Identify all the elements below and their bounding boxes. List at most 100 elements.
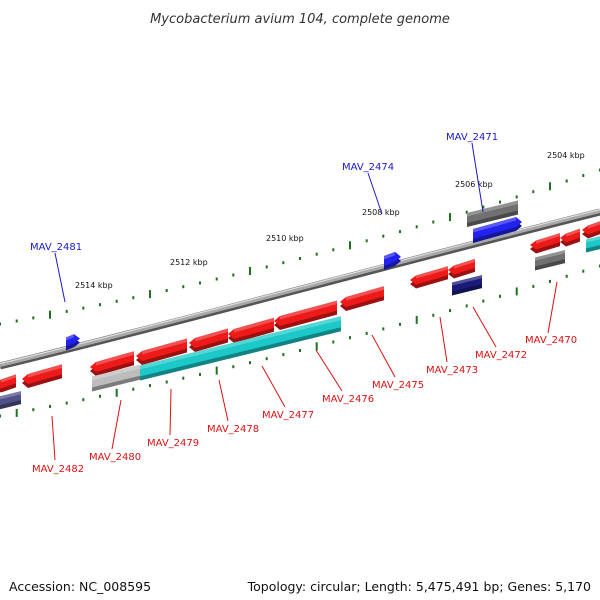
major-tick — [515, 287, 518, 296]
tick-labels: 2504 kbp 2506 kbp 2508 kbp 2510 kbp 2512 kbp… — [75, 151, 585, 290]
gene-feature[interactable] — [0, 374, 16, 393]
minor-tick — [265, 357, 268, 361]
minor-tick — [365, 331, 368, 335]
gene-label[interactable]: MAV_2475 — [372, 380, 424, 391]
minor-tick — [249, 361, 251, 365]
minor-tick — [165, 289, 168, 292]
tick-label: 2512 kbp — [170, 258, 208, 267]
minor-tick — [315, 252, 318, 256]
gene-label[interactable]: MAV_2478 — [207, 424, 259, 435]
gene-feature[interactable] — [228, 317, 274, 343]
minor-tick — [182, 376, 185, 380]
major-tick — [215, 366, 218, 375]
gene-label[interactable]: MAV_2481 — [30, 242, 82, 253]
gene-label[interactable]: MAV_2473 — [426, 365, 478, 376]
gene-feature[interactable] — [189, 328, 228, 352]
gene-feature[interactable] — [22, 364, 62, 388]
minor-tick — [215, 277, 218, 281]
gene-label[interactable]: MAV_2472 — [475, 350, 527, 361]
minor-tick — [299, 349, 301, 352]
gene-feature[interactable] — [448, 258, 475, 279]
gene-label[interactable]: MAV_2474 — [342, 162, 394, 173]
gene-feature[interactable] — [340, 286, 384, 311]
minor-tick — [99, 303, 101, 307]
gene-feature[interactable] — [0, 391, 21, 410]
minor-tick — [232, 365, 235, 369]
gene-feature[interactable] — [452, 275, 482, 296]
leader-line — [371, 334, 396, 378]
minor-tick — [449, 309, 451, 313]
outer-tick-track — [0, 168, 600, 326]
major-tick — [115, 388, 118, 397]
minor-tick — [15, 319, 18, 323]
leader-line — [169, 388, 172, 436]
minor-tick — [499, 200, 501, 204]
gene-feature[interactable] — [384, 251, 401, 270]
minor-tick — [432, 220, 435, 224]
gene-feature[interactable] — [274, 300, 337, 330]
minor-tick — [32, 408, 35, 412]
gene-feature[interactable] — [140, 316, 341, 381]
gene-feature[interactable] — [92, 364, 140, 392]
major-tick — [549, 182, 551, 191]
gene-features — [0, 200, 600, 410]
minor-tick — [232, 273, 235, 277]
minor-tick — [282, 353, 285, 357]
minor-tick — [382, 234, 385, 238]
minor-tick — [65, 401, 68, 405]
gene-label[interactable]: MAV_2471 — [446, 132, 498, 143]
gene-feature[interactable] — [535, 250, 565, 271]
minor-tick — [432, 313, 435, 317]
minor-tick — [365, 239, 368, 243]
gene-feature[interactable] — [586, 236, 600, 253]
gene-label[interactable]: MAV_2476 — [322, 394, 374, 405]
gene-feature[interactable] — [467, 200, 518, 227]
major-tick — [49, 310, 51, 319]
minor-tick — [565, 179, 568, 183]
minor-tick — [582, 269, 585, 273]
gene-feature[interactable] — [136, 338, 187, 365]
major-tick — [315, 342, 318, 351]
leader-line — [315, 349, 343, 392]
gene-feature[interactable] — [530, 233, 560, 254]
gene-feature[interactable] — [90, 351, 134, 376]
leader-line — [472, 306, 497, 348]
minor-tick — [149, 384, 151, 388]
major-tick — [15, 408, 18, 417]
minor-tick — [582, 174, 585, 177]
gene-feature[interactable] — [473, 216, 522, 243]
minor-tick — [399, 322, 401, 326]
major-tick — [249, 267, 251, 275]
minor-tick — [32, 316, 35, 320]
gene-label[interactable]: MAV_2477 — [262, 410, 314, 421]
gene-feature[interactable] — [560, 228, 580, 247]
gene-label[interactable]: MAV_2482 — [32, 464, 84, 475]
minor-tick — [282, 261, 285, 265]
leader-line — [367, 172, 383, 215]
gene-feature[interactable] — [66, 334, 80, 351]
minor-tick — [65, 309, 68, 313]
minor-tick — [382, 327, 385, 331]
minor-tick — [0, 414, 1, 418]
gene-feature[interactable] — [582, 221, 600, 239]
major-tick — [449, 213, 451, 222]
minor-tick — [115, 299, 118, 303]
minor-tick — [532, 284, 535, 288]
minor-tick — [332, 248, 335, 252]
gene-label[interactable]: MAV_2470 — [525, 335, 577, 346]
leader-line — [51, 415, 56, 461]
leader-line — [547, 281, 558, 334]
gene-feature[interactable] — [410, 266, 448, 289]
minor-tick — [399, 230, 401, 234]
minor-tick — [515, 195, 518, 199]
minor-tick — [82, 398, 85, 402]
minor-tick — [465, 210, 468, 214]
tick-label: 2508 kbp — [362, 208, 400, 217]
gene-label[interactable]: MAV_2480 — [89, 452, 141, 463]
gene-label[interactable]: MAV_2479 — [147, 438, 199, 449]
minor-tick — [82, 306, 85, 310]
accession-text: Accession: NC_008595 — [9, 579, 152, 594]
minor-tick — [165, 380, 168, 384]
minor-tick — [499, 294, 501, 298]
minor-tick — [349, 336, 351, 340]
